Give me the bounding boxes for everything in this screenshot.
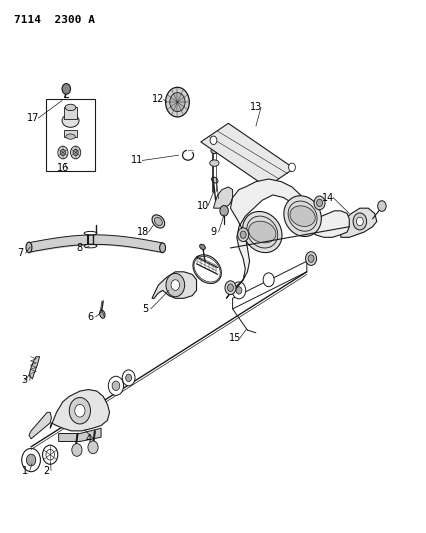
Polygon shape bbox=[152, 272, 196, 298]
Text: 8: 8 bbox=[77, 243, 83, 253]
Ellipse shape bbox=[99, 310, 105, 318]
Ellipse shape bbox=[199, 244, 205, 249]
Ellipse shape bbox=[211, 177, 217, 183]
Circle shape bbox=[112, 381, 119, 391]
Polygon shape bbox=[213, 187, 232, 208]
Ellipse shape bbox=[283, 196, 321, 237]
Circle shape bbox=[62, 84, 70, 94]
Ellipse shape bbox=[209, 160, 219, 166]
Text: 4: 4 bbox=[85, 434, 91, 444]
Polygon shape bbox=[340, 208, 376, 237]
Circle shape bbox=[108, 376, 123, 395]
Text: 5: 5 bbox=[142, 304, 148, 314]
Ellipse shape bbox=[65, 104, 76, 111]
Circle shape bbox=[22, 448, 40, 472]
Circle shape bbox=[225, 281, 236, 295]
Circle shape bbox=[240, 231, 245, 238]
Circle shape bbox=[165, 87, 189, 117]
Circle shape bbox=[262, 273, 273, 287]
Ellipse shape bbox=[193, 256, 220, 282]
Bar bbox=[64, 108, 77, 119]
Ellipse shape bbox=[66, 134, 75, 139]
Text: 14: 14 bbox=[321, 192, 334, 203]
Circle shape bbox=[288, 163, 295, 172]
Circle shape bbox=[352, 213, 366, 230]
Ellipse shape bbox=[26, 242, 32, 253]
Circle shape bbox=[122, 370, 135, 386]
Text: 9: 9 bbox=[210, 227, 216, 237]
Circle shape bbox=[170, 93, 184, 112]
Circle shape bbox=[356, 217, 363, 225]
Text: 16: 16 bbox=[57, 164, 69, 173]
Text: 2: 2 bbox=[43, 466, 49, 475]
Circle shape bbox=[75, 405, 85, 417]
Circle shape bbox=[125, 374, 131, 382]
Bar bbox=[64, 130, 77, 136]
Text: 7: 7 bbox=[17, 248, 23, 259]
Circle shape bbox=[73, 149, 78, 156]
Ellipse shape bbox=[246, 216, 277, 248]
Circle shape bbox=[88, 441, 98, 454]
Circle shape bbox=[305, 252, 316, 265]
Text: 13: 13 bbox=[249, 102, 262, 112]
Ellipse shape bbox=[289, 206, 314, 227]
Circle shape bbox=[60, 149, 65, 156]
Ellipse shape bbox=[193, 255, 221, 284]
Ellipse shape bbox=[248, 221, 275, 243]
Text: 12: 12 bbox=[152, 94, 164, 104]
Text: 1: 1 bbox=[22, 466, 28, 475]
Ellipse shape bbox=[62, 114, 79, 127]
Ellipse shape bbox=[210, 148, 217, 154]
Text: 10: 10 bbox=[196, 200, 209, 211]
Polygon shape bbox=[58, 428, 101, 441]
Circle shape bbox=[313, 196, 324, 210]
Circle shape bbox=[316, 199, 322, 207]
Polygon shape bbox=[200, 123, 294, 187]
Circle shape bbox=[70, 146, 81, 159]
Circle shape bbox=[227, 284, 233, 292]
Circle shape bbox=[43, 445, 58, 464]
Polygon shape bbox=[29, 357, 40, 379]
Ellipse shape bbox=[288, 201, 317, 231]
Bar bbox=[46, 100, 95, 171]
Text: 17: 17 bbox=[27, 113, 39, 123]
Circle shape bbox=[72, 443, 82, 456]
Circle shape bbox=[166, 273, 184, 297]
Circle shape bbox=[237, 228, 248, 241]
Ellipse shape bbox=[242, 212, 281, 253]
Polygon shape bbox=[226, 179, 348, 298]
Circle shape bbox=[58, 146, 68, 159]
Circle shape bbox=[46, 449, 54, 460]
Circle shape bbox=[236, 287, 242, 294]
Polygon shape bbox=[29, 413, 51, 439]
Circle shape bbox=[69, 398, 90, 424]
Ellipse shape bbox=[152, 215, 164, 228]
Circle shape bbox=[219, 206, 228, 216]
Text: 11: 11 bbox=[131, 156, 143, 165]
Polygon shape bbox=[50, 390, 109, 431]
Ellipse shape bbox=[159, 243, 165, 253]
Text: 3: 3 bbox=[22, 375, 28, 385]
Text: 6: 6 bbox=[87, 312, 93, 322]
Circle shape bbox=[232, 282, 245, 299]
Circle shape bbox=[171, 280, 179, 290]
Circle shape bbox=[377, 201, 385, 212]
Text: 7114  2300 A: 7114 2300 A bbox=[14, 14, 95, 25]
Ellipse shape bbox=[154, 217, 162, 225]
Text: 18: 18 bbox=[137, 227, 149, 237]
Circle shape bbox=[308, 255, 313, 262]
Circle shape bbox=[26, 454, 36, 466]
Text: 15: 15 bbox=[228, 333, 240, 343]
Circle shape bbox=[210, 136, 216, 144]
